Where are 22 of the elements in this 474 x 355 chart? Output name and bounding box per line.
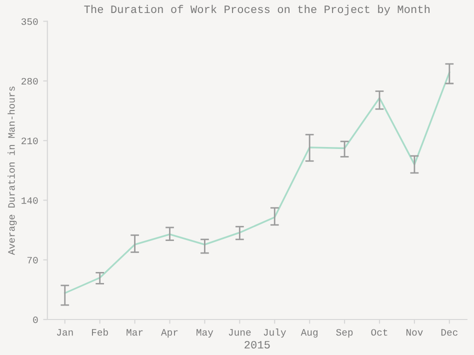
x-tick-label: Jan [56, 329, 73, 336]
y-tick-label: 0 [33, 316, 38, 324]
y-tick-label: 280 [22, 78, 38, 85]
y-tick-label: 70 [27, 256, 38, 264]
x-tick-label: June [228, 329, 251, 336]
line-series [64, 72, 450, 294]
y-tick-label: 210 [22, 138, 38, 144]
x-tick-label: May [196, 329, 214, 338]
x-tick-label: Feb [92, 328, 108, 336]
chart-title: The Duration of Work Process on the Project by Month [84, 4, 430, 16]
x-tick-label: Dec [441, 329, 458, 336]
y-tick-label: 350 [21, 18, 38, 25]
y-axis-title: Average Duration in Man-hours [8, 86, 17, 256]
x-tick-label: Mar [126, 329, 143, 336]
x-tick-label: July [264, 328, 286, 338]
x-tick-label: Nov [406, 329, 423, 336]
y-tick-label: 140 [22, 197, 38, 204]
x-axis-title: 2015 [244, 340, 270, 349]
x-tick-label: Sep [336, 329, 353, 338]
x-tick-label: Aug [300, 329, 318, 338]
x-tick-label: Oct [371, 329, 388, 336]
x-tick-label: Apr [161, 329, 178, 338]
